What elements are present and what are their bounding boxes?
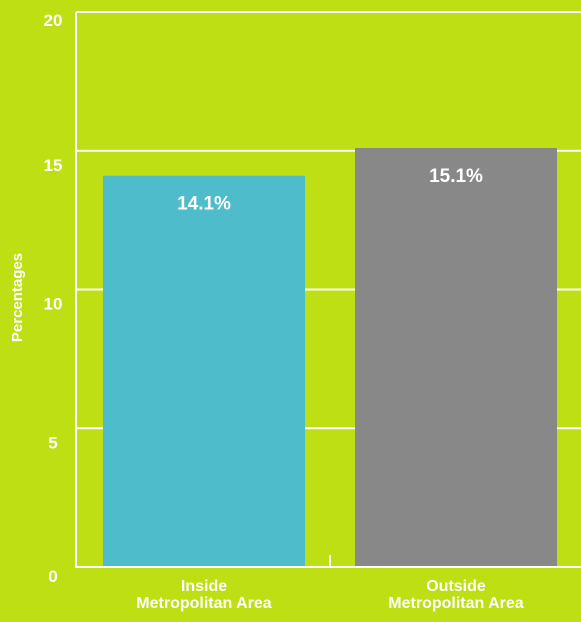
y-tick-label-5: 5: [48, 433, 57, 452]
labels: 14.1%15.1%05101520PercentagesInsideMetro…: [9, 11, 524, 612]
data-label-0: 14.1%: [177, 194, 231, 215]
y-tick-label-15: 15: [44, 156, 63, 175]
y-axis-label: Percentages: [9, 253, 26, 342]
bar-1: [355, 147, 557, 567]
category-label-1-line-1: Metropolitan Area: [388, 595, 524, 612]
y-tick-label-20: 20: [44, 11, 63, 30]
category-label-0-line-0: Inside: [181, 578, 227, 595]
axes: [75, 12, 581, 568]
y-tick-label-10: 10: [44, 295, 63, 314]
category-label-0-line-1: Metropolitan Area: [136, 595, 272, 612]
bar-0: [103, 175, 305, 567]
data-label-1: 15.1%: [429, 166, 483, 187]
category-label-1-line-0: Outside: [426, 578, 486, 595]
y-tick-label-0: 0: [48, 567, 57, 586]
bars: [103, 147, 557, 567]
